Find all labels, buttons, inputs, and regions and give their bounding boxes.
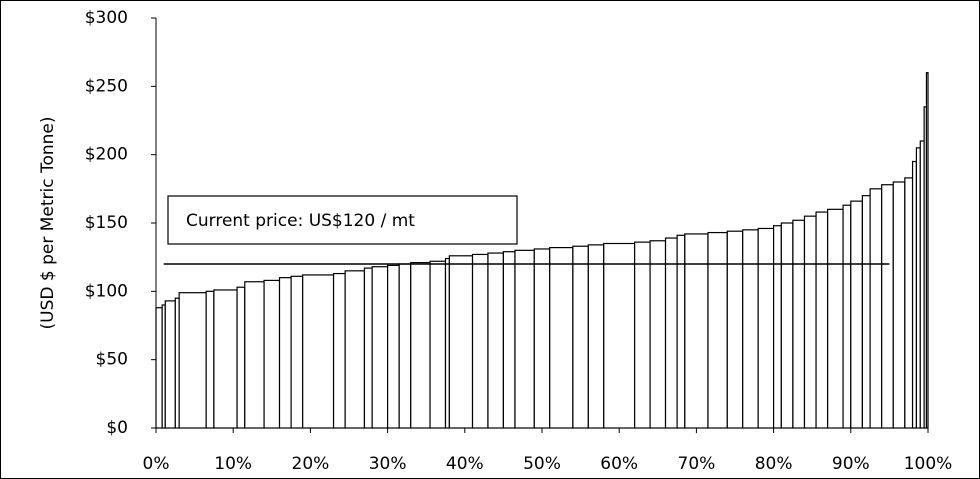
bar bbox=[502, 251, 516, 429]
x-tick-label: 0% bbox=[143, 454, 170, 474]
bar bbox=[572, 245, 589, 429]
annotation-box bbox=[167, 195, 518, 245]
x-tick-label: 60% bbox=[600, 454, 638, 474]
bar bbox=[780, 222, 794, 429]
x-tick-label: 40% bbox=[446, 454, 484, 474]
bar bbox=[155, 307, 163, 429]
bar bbox=[164, 300, 176, 429]
bar bbox=[742, 229, 759, 429]
bar bbox=[707, 231, 728, 429]
bar bbox=[410, 262, 431, 429]
bar bbox=[634, 241, 651, 429]
bar bbox=[213, 289, 238, 429]
bar bbox=[792, 219, 806, 429]
bar bbox=[549, 247, 574, 429]
y-tick-label: $0 bbox=[106, 418, 128, 438]
bar bbox=[244, 281, 265, 429]
bar bbox=[178, 292, 207, 429]
y-tick-label: $150 bbox=[85, 213, 128, 233]
bar bbox=[869, 188, 883, 429]
bar bbox=[290, 275, 304, 429]
bar bbox=[429, 260, 447, 429]
x-tick-label: 30% bbox=[369, 454, 407, 474]
y-axis-label: (USD $ per Metric Tonne) bbox=[38, 116, 58, 329]
x-tick-label: 20% bbox=[292, 454, 330, 474]
bar bbox=[487, 252, 504, 429]
y-tick-label: $50 bbox=[96, 350, 128, 370]
bar bbox=[815, 211, 829, 429]
x-tick-label: 100% bbox=[904, 454, 953, 474]
bar bbox=[514, 249, 535, 429]
bar bbox=[448, 255, 474, 429]
bar bbox=[387, 264, 400, 429]
bar bbox=[603, 242, 636, 429]
x-tick-label: 80% bbox=[755, 454, 793, 474]
bar bbox=[861, 195, 871, 429]
bar bbox=[892, 181, 906, 429]
bar bbox=[278, 277, 292, 429]
bar bbox=[471, 253, 489, 429]
bar bbox=[757, 227, 775, 429]
bar bbox=[881, 184, 894, 429]
y-tick-label: $100 bbox=[85, 281, 128, 301]
bar bbox=[344, 270, 366, 429]
bar bbox=[398, 263, 412, 429]
bar bbox=[649, 240, 667, 429]
bar bbox=[371, 266, 389, 429]
x-tick-label: 70% bbox=[678, 454, 716, 474]
bar bbox=[533, 248, 551, 429]
bar bbox=[925, 72, 929, 429]
bar bbox=[332, 272, 346, 429]
y-tick-label: $300 bbox=[85, 8, 128, 28]
x-tick-label: 90% bbox=[832, 454, 870, 474]
y-tick-label: $200 bbox=[85, 145, 128, 165]
bar bbox=[772, 225, 782, 429]
x-tick-label: 50% bbox=[523, 454, 561, 474]
bar bbox=[850, 200, 863, 429]
bar bbox=[827, 208, 844, 429]
bar bbox=[363, 267, 373, 429]
annotation: Current price: US$120 / mt bbox=[186, 211, 415, 231]
bar bbox=[205, 290, 215, 429]
bar bbox=[684, 233, 709, 429]
bar bbox=[842, 204, 852, 429]
bar bbox=[803, 215, 817, 429]
bar bbox=[236, 286, 246, 429]
bar bbox=[587, 244, 605, 429]
bar bbox=[726, 230, 744, 429]
y-tick-label: $250 bbox=[85, 76, 128, 96]
bar bbox=[302, 274, 335, 429]
x-tick-label: 10% bbox=[214, 454, 252, 474]
bar bbox=[263, 279, 281, 429]
bar bbox=[664, 237, 678, 429]
bar bbox=[904, 177, 914, 429]
